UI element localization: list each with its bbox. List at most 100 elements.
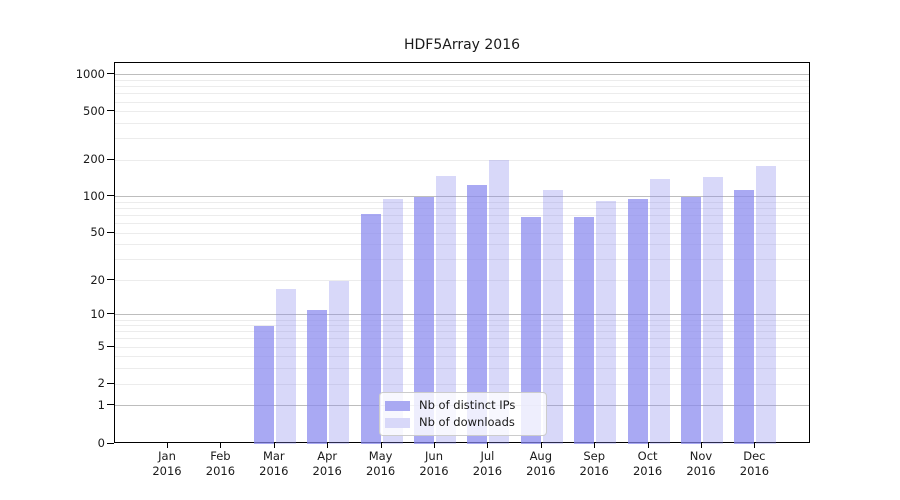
- gridline-minor: [115, 202, 809, 204]
- x-tick-mark: [540, 443, 542, 448]
- x-tick-label-oct: Oct 2016: [632, 449, 663, 478]
- gridline-minor: [115, 208, 809, 210]
- gridline-minor: [115, 215, 809, 217]
- bar-distinct-ips-dec: [734, 189, 755, 444]
- legend-swatch-downloads: [385, 417, 410, 428]
- bar-downloads-jun: [436, 175, 456, 444]
- gridline-minor: [115, 356, 809, 358]
- y-tick-label: 100: [83, 188, 105, 203]
- y-tick-mark: [107, 404, 114, 406]
- legend-item-downloads: Nb of downloads: [385, 416, 538, 429]
- y-tick-mark: [107, 158, 114, 160]
- y-tick-label: 1000: [75, 66, 105, 81]
- x-tick-label-feb: Feb 2016: [205, 449, 236, 478]
- legend-swatch-distinct-ips: [385, 400, 410, 411]
- x-tick-label-dec: Dec 2016: [739, 449, 770, 478]
- x-tick-mark: [754, 443, 756, 448]
- bar-downloads-dec: [756, 165, 777, 444]
- x-tick-mark: [594, 443, 596, 448]
- gridline-minor: [115, 101, 809, 103]
- x-tick-mark: [273, 443, 275, 448]
- y-tick-label: 200: [83, 152, 105, 167]
- gridline-minor: [115, 223, 809, 225]
- gridline-major: [115, 196, 809, 198]
- gridline-minor: [115, 368, 809, 370]
- gridline-minor: [115, 280, 809, 282]
- gridline-minor: [115, 138, 809, 140]
- bar-downloads-mar: [275, 288, 296, 444]
- gridline-major: [115, 74, 809, 76]
- y-tick-mark: [107, 382, 114, 384]
- x-tick-mark: [220, 443, 222, 448]
- bar-downloads-apr: [329, 280, 350, 444]
- gridline-minor: [115, 232, 809, 234]
- bar-distinct-ips-jul: [467, 185, 488, 444]
- gridline-minor: [115, 111, 809, 113]
- gridline-minor: [115, 244, 809, 246]
- y-tick-label: 10: [90, 306, 105, 321]
- gridline-minor: [115, 338, 809, 340]
- x-tick-label-aug: Aug 2016: [526, 449, 556, 478]
- bar-distinct-ips-apr: [307, 310, 328, 444]
- x-tick-label-may: May 2016: [365, 449, 396, 478]
- y-tick-mark: [107, 345, 114, 347]
- gridline-minor: [115, 325, 809, 327]
- y-tick-label: 1: [97, 397, 105, 412]
- x-tick-mark: [647, 443, 649, 448]
- y-tick-mark: [107, 73, 114, 75]
- bar-distinct-ips-mar: [253, 325, 274, 444]
- x-tick-mark: [327, 443, 329, 448]
- y-tick-mark: [107, 195, 114, 197]
- gridline-minor: [115, 159, 809, 161]
- legend-label-distinct-ips: Nb of distinct IPs: [419, 398, 516, 412]
- gridline-minor: [115, 331, 809, 333]
- x-tick-mark: [380, 443, 382, 448]
- gridline-minor: [115, 86, 809, 88]
- bar-distinct-ips-nov: [681, 196, 701, 444]
- y-tick-label: 2: [97, 376, 105, 391]
- legend-label-downloads: Nb of downloads: [419, 415, 515, 429]
- legend: Nb of distinct IPs Nb of downloads: [379, 392, 547, 436]
- bar-downloads-jul: [489, 160, 510, 444]
- gridline-minor: [115, 259, 809, 261]
- x-tick-label-jul: Jul 2016: [472, 449, 503, 478]
- bar-distinct-ips-jun: [414, 196, 434, 444]
- x-tick-mark: [701, 443, 702, 448]
- y-tick-label: 0: [97, 436, 105, 450]
- gridline-minor: [115, 123, 809, 125]
- bar-distinct-ips-may: [360, 214, 381, 444]
- plot-area: [114, 62, 810, 444]
- gridline-minor: [115, 319, 809, 321]
- y-tick-mark: [107, 231, 114, 233]
- y-tick-label: 50: [90, 225, 105, 240]
- x-tick-label-jun: Jun 2016: [419, 449, 449, 478]
- gridline-minor: [115, 346, 809, 348]
- gridline-major: [115, 314, 809, 316]
- y-tick-mark: [107, 279, 114, 281]
- y-tick-mark: [107, 313, 114, 315]
- x-tick-mark: [167, 443, 168, 448]
- x-tick-label-nov: Nov 2016: [686, 449, 716, 478]
- bar-downloads-nov: [703, 177, 723, 444]
- y-tick-label: 5: [97, 339, 105, 354]
- y-tick-label: 500: [83, 103, 105, 118]
- chart-title: HDF5Array 2016: [403, 37, 521, 53]
- bar-downloads-aug: [542, 189, 563, 444]
- x-tick-mark: [487, 443, 489, 448]
- gridline-minor: [115, 80, 809, 82]
- x-tick-label-apr: Apr 2016: [312, 449, 342, 478]
- x-tick-label-sep: Sep 2016: [579, 449, 609, 478]
- gridline-minor: [115, 383, 809, 385]
- gridline-minor: [115, 93, 809, 95]
- bar-downloads-oct: [649, 179, 670, 444]
- bar-distinct-ips-sep: [574, 217, 595, 444]
- y-tick-label: 20: [90, 272, 105, 287]
- y-tick-mark: [107, 110, 114, 112]
- x-tick-label-jan: Jan 2016: [152, 449, 182, 478]
- bar-distinct-ips-oct: [627, 199, 648, 444]
- y-tick-mark: [107, 442, 114, 444]
- x-tick-label-mar: Mar 2016: [259, 449, 289, 478]
- legend-item-distinct-ips: Nb of distinct IPs: [385, 399, 538, 412]
- bar-downloads-may: [382, 199, 403, 444]
